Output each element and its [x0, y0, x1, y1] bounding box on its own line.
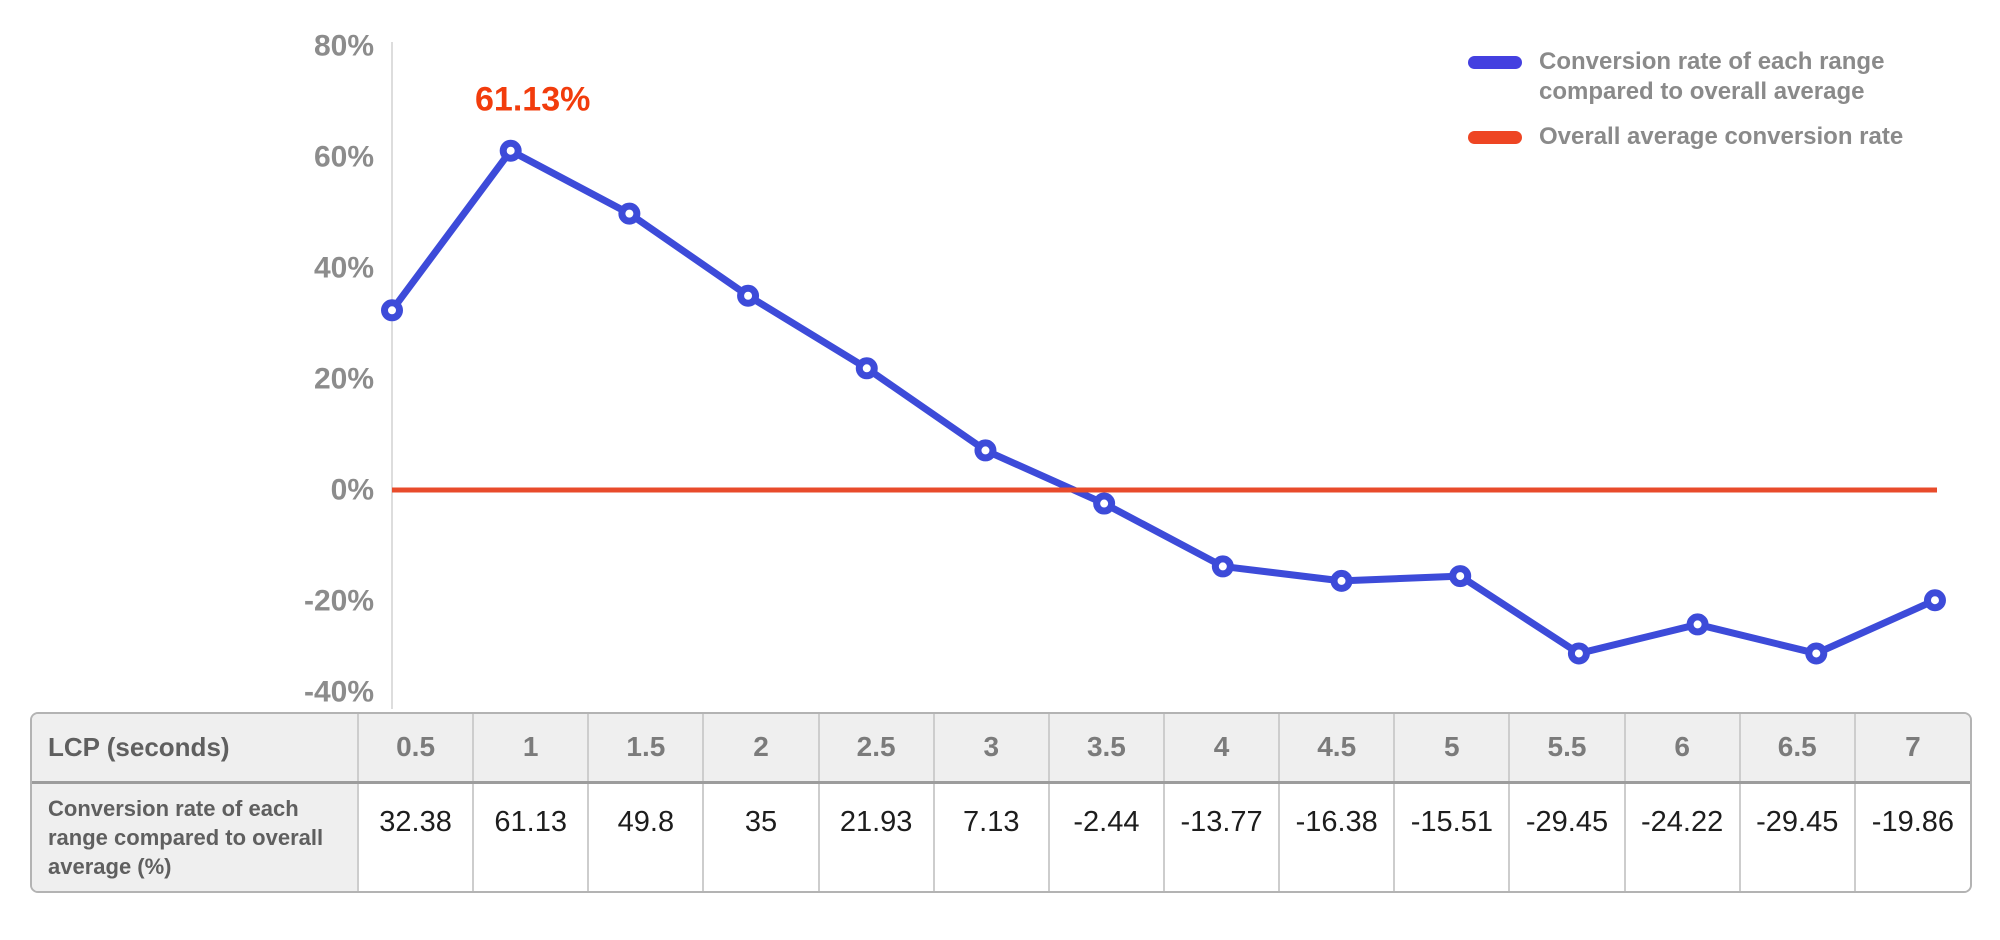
y-axis-tick-label: 60%	[314, 141, 374, 174]
lcp-column-header: 0.5	[356, 714, 474, 784]
data-point-marker	[1567, 642, 1590, 665]
y-axis-tick-label: -20%	[304, 585, 374, 618]
legend-swatch-icon	[1468, 131, 1522, 144]
conversion-value-cell: -29.45	[1738, 782, 1855, 891]
data-point-marker	[1449, 565, 1472, 588]
chart-legend: Conversion rate of each range compared to…	[1468, 47, 1903, 152]
conversion-value-cell: -16.38	[1278, 782, 1395, 891]
y-axis-tick-label: 80%	[314, 30, 374, 63]
peak-value-annotation: 61.13%	[475, 81, 590, 119]
conversion-rate-line	[388, 147, 1939, 657]
table-value-row: Conversion rate of each range compared t…	[32, 782, 1970, 891]
data-point-marker	[855, 357, 878, 380]
table-row-header: Conversion rate of each range compared t…	[32, 782, 358, 891]
data-point-marker	[1686, 613, 1709, 636]
conversion-value-cell: 32.38	[356, 782, 474, 891]
legend-item: Overall average conversion rate	[1468, 122, 1903, 152]
conversion-value-cell: -29.45	[1508, 782, 1625, 891]
conversion-value-cell: 35	[702, 782, 819, 891]
data-point-marker	[737, 284, 760, 307]
lcp-column-header: 6	[1623, 714, 1740, 784]
lcp-column-header: 1	[472, 714, 589, 784]
data-table-container: LCP (seconds) 0.5 1 1.5 2 2.5 3 3.5 4 4.5 5 5.5 6 6.…	[30, 712, 1972, 893]
conversion-value-cell: 49.8	[587, 782, 704, 891]
lcp-column-header: 3.5	[1047, 714, 1164, 784]
conversion-line-chart: 80% 60% 40% 20% 0% -20% -40% 61.13%	[304, 30, 1946, 709]
data-point-marker	[974, 439, 997, 462]
conversion-value-cell: -15.51	[1393, 782, 1510, 891]
data-point-marker	[1923, 589, 1946, 612]
legend-swatch-icon	[1468, 56, 1522, 69]
lcp-column-header: 5.5	[1508, 714, 1625, 784]
conversion-value-cell: 61.13	[472, 782, 589, 891]
data-point-marker	[1805, 642, 1828, 665]
data-point-marker	[1093, 492, 1116, 515]
data-point-marker	[618, 202, 641, 225]
data-point-marker	[381, 299, 403, 322]
table-corner-header: LCP (seconds)	[32, 714, 358, 784]
conversion-value-cell: -13.77	[1162, 782, 1280, 891]
legend-label: Conversion rate of each range compared to…	[1539, 48, 1885, 105]
legend-label: Overall average conversion rate	[1539, 123, 1904, 150]
lcp-column-header: 2.5	[817, 714, 934, 784]
lcp-column-header: 3	[932, 714, 1049, 784]
lcp-column-header: 5	[1393, 714, 1510, 784]
data-point-marker	[1211, 555, 1234, 578]
lcp-column-header: 4.5	[1278, 714, 1395, 784]
conversion-value-cell: 7.13	[932, 782, 1049, 891]
conversion-value-cell: -2.44	[1047, 782, 1164, 891]
conversion-value-cell: -19.86	[1853, 782, 1970, 891]
y-axis-tick-label: -40%	[304, 676, 374, 709]
data-table: LCP (seconds) 0.5 1 1.5 2 2.5 3 3.5 4 4.5 5 5.5 6 6.…	[32, 714, 1970, 891]
lcp-column-header: 1.5	[587, 714, 704, 784]
lcp-column-header: 2	[702, 714, 819, 784]
lcp-column-header: 7	[1853, 714, 1970, 784]
legend-item: Conversion rate of each range compared to…	[1468, 47, 1903, 107]
lcp-column-header: 6.5	[1738, 714, 1855, 784]
y-axis-tick-label: 20%	[314, 363, 374, 396]
table-header-row: LCP (seconds) 0.5 1 1.5 2 2.5 3 3.5 4 4.5 5 5.5 6 6.…	[32, 714, 1970, 784]
data-point-marker	[1330, 569, 1353, 592]
y-axis-tick-label: 40%	[314, 252, 374, 285]
lcp-column-header: 4	[1162, 714, 1280, 784]
data-point-marker	[499, 139, 522, 162]
conversion-value-cell: -24.22	[1623, 782, 1740, 891]
conversion-value-cell: 21.93	[817, 782, 934, 891]
y-axis-tick-label: 0%	[331, 474, 374, 507]
